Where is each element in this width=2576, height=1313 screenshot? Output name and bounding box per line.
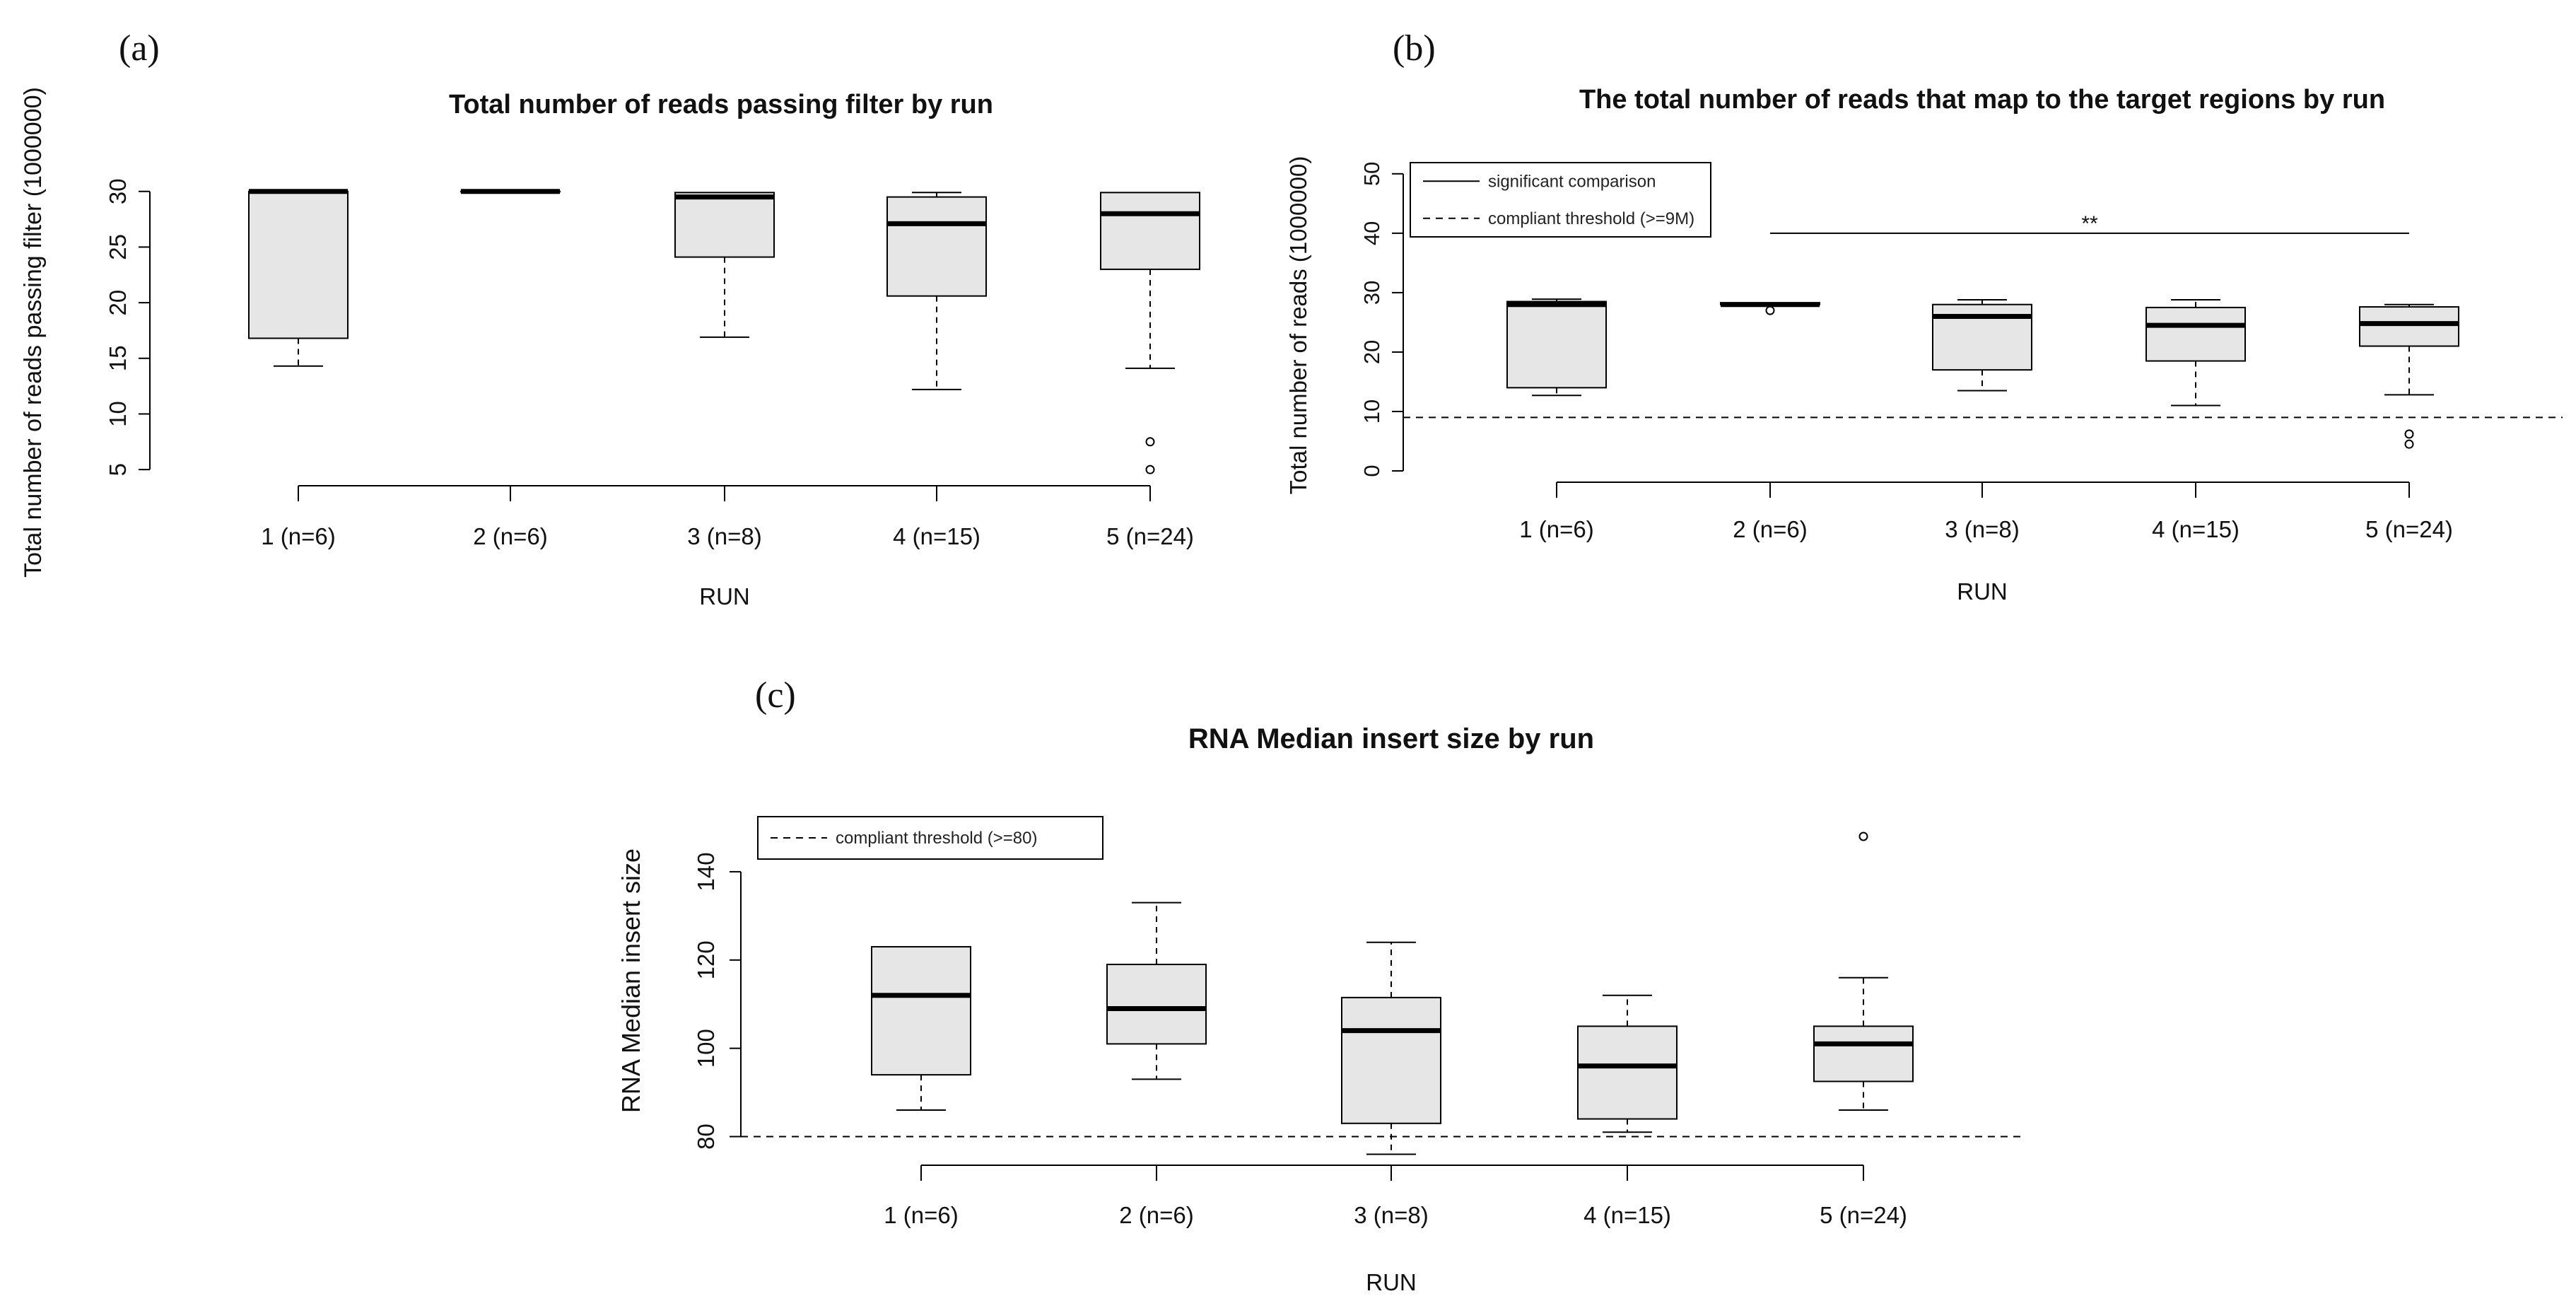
- panel-c-x-tick-label: 2 (n=6): [1119, 1202, 1193, 1228]
- panel-b-y-label: Total number of reads (1000000): [1285, 156, 1311, 495]
- panel-b-y-tick-label: 20: [1359, 340, 1384, 364]
- panel-a-y-tick-label: 25: [105, 234, 131, 260]
- panel-b-y-tick-label: 0: [1359, 465, 1384, 477]
- panel-b-x-tick-label: 3 (n=8): [1945, 516, 2019, 542]
- panel-c-x-tick-label: 5 (n=24): [1820, 1202, 1907, 1228]
- panel-b-box: [2145, 306, 2246, 362]
- panel-c-box: [1341, 996, 1441, 1124]
- panel-a-x-tick-label: 2 (n=6): [473, 523, 547, 549]
- panel-b-significance-label: **: [2081, 212, 2098, 235]
- panel-a-y-tick-label: 20: [105, 290, 131, 316]
- panel-b-outlier: [2404, 439, 2414, 449]
- panel-a-box: [674, 192, 775, 258]
- panel-a-y-label: Total number of reads passing filter (10…: [20, 87, 47, 578]
- panel-a-y-tick-label: 30: [105, 178, 131, 204]
- panel-a-box: [1100, 192, 1200, 270]
- panel-a-x-tick-label: 5 (n=24): [1106, 523, 1194, 549]
- panel-c-y-tick-label: 140: [693, 852, 719, 891]
- panel-b-x-tick-label: 5 (n=24): [2365, 516, 2453, 542]
- panel-c-y-tick-label: 120: [693, 940, 719, 979]
- panel-a-box: [886, 196, 987, 297]
- panel-c-title: RNA Median insert size by run: [1188, 723, 1594, 754]
- panel-c-y-tick-label: 80: [693, 1124, 719, 1150]
- panel-b-x-label: RUN: [1957, 578, 2008, 605]
- panel-b-y-tick-label: 10: [1359, 399, 1384, 424]
- panel-b-outlier: [2404, 429, 2414, 439]
- panel-b-outlier: [1765, 305, 1775, 315]
- panel-b-title: The total number of reads that map to th…: [1579, 85, 2385, 115]
- panel-c-y-tick-label: 100: [693, 1029, 719, 1068]
- panel-c-box: [1813, 1025, 1914, 1083]
- panel-b-x-tick-label: 4 (n=15): [2152, 516, 2240, 542]
- panel-a-label: (a): [119, 28, 160, 69]
- panel-c-x-tick-label: 4 (n=15): [1583, 1202, 1671, 1228]
- panel-b-legend: significant comparison compliant threshol…: [1410, 162, 1711, 238]
- panel-a-x-tick-label: 3 (n=8): [687, 523, 761, 549]
- panel-c-outlier: [1858, 831, 1868, 841]
- panel-c-x-tick-label: 1 (n=6): [884, 1202, 958, 1228]
- panel-c-x-label: RUN: [1366, 1269, 1417, 1295]
- panel-b-box: [1506, 300, 1607, 389]
- panel-b-label: (b): [1393, 28, 1436, 69]
- panel-c-chart: (c) RNA Median insert size by run 80 100 120…: [616, 675, 2022, 1295]
- panel-a-y-tick-label: 15: [105, 345, 131, 371]
- panel-b-y-tick-label: 30: [1359, 281, 1384, 305]
- panel-a-outlier: [1145, 465, 1155, 474]
- panel-c-box: [1106, 964, 1207, 1045]
- panel-a-x-tick-label: 4 (n=15): [893, 523, 980, 549]
- panel-a-y-tick-label: 10: [105, 401, 131, 427]
- panel-b-box: [2359, 306, 2459, 347]
- panel-c-box: [1577, 1025, 1678, 1120]
- panel-b-x-tick-label: 2 (n=6): [1733, 516, 1807, 542]
- panel-b-legend-box: [1410, 162, 1711, 238]
- panel-c-legend-label: compliant threshold (>=80): [836, 829, 1038, 848]
- panel-b-y-tick-label: 40: [1359, 221, 1384, 245]
- panel-b-chart: (b) The total number of reads that map to…: [1285, 28, 2563, 605]
- panel-b-legend-label: compliant threshold (>=9M): [1488, 209, 1694, 228]
- panel-a-outlier: [1145, 437, 1155, 447]
- panel-a-title: Total number of reads passing filter by …: [449, 90, 993, 119]
- panel-a-box: [248, 190, 349, 339]
- panel-a-y-tick-label: 5: [105, 463, 131, 476]
- panel-c-y-label: RNA Median insert size: [616, 848, 645, 1113]
- panel-a-chart: (a) Total number of reads passing filter …: [20, 28, 1200, 609]
- panel-b-legend-label: significant comparison: [1488, 172, 1656, 191]
- panel-c-label: (c): [755, 675, 796, 716]
- panel-b-x-tick-label: 1 (n=6): [1519, 516, 1593, 542]
- panel-c-legend: compliant threshold (>=80): [757, 816, 1103, 860]
- panel-c-box: [871, 946, 971, 1076]
- panel-c-x-tick-label: 3 (n=8): [1354, 1202, 1428, 1228]
- panel-b-y-tick-label: 50: [1359, 162, 1384, 186]
- panel-a-x-tick-label: 1 (n=6): [261, 523, 335, 549]
- panel-a-x-label: RUN: [699, 583, 750, 609]
